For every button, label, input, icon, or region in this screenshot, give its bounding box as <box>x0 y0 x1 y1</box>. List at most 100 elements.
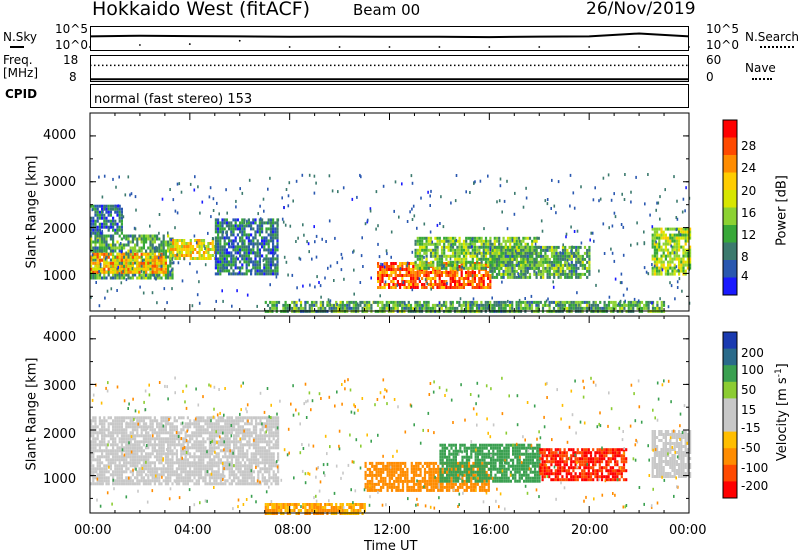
power-cell <box>511 245 514 249</box>
power-cell <box>394 274 397 277</box>
power-cell <box>254 218 257 222</box>
power-cell <box>346 303 349 307</box>
velocity-cell <box>158 467 161 471</box>
velocity-cell <box>202 437 205 441</box>
velocity-cell <box>213 440 216 444</box>
power-cell <box>149 276 152 280</box>
nsky-tick-top: 10^5 <box>55 22 88 36</box>
power-cell <box>211 245 214 248</box>
power-scatter-cell <box>225 188 227 192</box>
power-scatter-cell <box>285 260 288 264</box>
power-cell <box>272 251 275 255</box>
power-cell <box>416 277 419 280</box>
power-cell <box>471 260 474 264</box>
power-cell <box>586 251 589 255</box>
power-scatter-cell <box>568 262 570 266</box>
power-cell <box>269 257 272 261</box>
velocity-cell <box>162 467 165 471</box>
power-cell <box>151 246 154 250</box>
velocity-cell <box>197 464 200 468</box>
power-cell <box>167 270 170 274</box>
power-cell <box>662 303 666 307</box>
power-cell <box>535 257 538 261</box>
velocity-cell <box>175 476 178 480</box>
power-scatter-cell <box>281 217 284 221</box>
velocity-cell <box>164 482 167 486</box>
power-scatter-cell <box>423 222 426 226</box>
power-cell <box>272 221 275 225</box>
velocity-cell <box>116 470 119 474</box>
power-cell <box>680 227 683 231</box>
velocity-cell <box>118 440 121 444</box>
power-scatter-cell <box>611 224 614 228</box>
velocity-cell <box>140 416 143 420</box>
power-scatter-cell <box>277 218 280 222</box>
power-cell <box>174 248 177 251</box>
velocity-cell <box>153 461 156 465</box>
power-cell <box>460 271 463 274</box>
power-cell <box>522 263 525 267</box>
power-cell <box>577 306 580 310</box>
power-cell <box>673 239 676 243</box>
power-cell <box>526 254 529 258</box>
power-cell <box>429 280 432 283</box>
power-cell <box>434 303 437 307</box>
power-cell <box>456 257 459 261</box>
power-cell <box>533 300 536 304</box>
power-cell <box>269 272 272 276</box>
power-cell <box>250 224 253 228</box>
power-scatter-cell <box>440 195 442 199</box>
velocity-cell <box>98 467 101 471</box>
power-cell <box>456 239 459 243</box>
power-cell <box>471 254 474 258</box>
power-cell <box>544 266 547 270</box>
power-cell <box>462 280 465 283</box>
velocity-cell <box>167 473 170 477</box>
power-cell <box>254 263 257 267</box>
power-cell <box>502 263 505 267</box>
power-cell <box>431 306 435 310</box>
power-cell <box>217 242 220 246</box>
power-cell <box>252 239 255 243</box>
velocity-cell <box>149 479 152 483</box>
power-cell <box>473 286 476 289</box>
power-cell <box>550 248 554 252</box>
power-cell <box>232 257 235 261</box>
power-cell <box>90 255 93 259</box>
velocity-cell <box>160 467 163 471</box>
power-cell <box>403 283 406 286</box>
power-cell <box>504 248 507 252</box>
velocity-cell <box>178 443 181 447</box>
power-cell <box>136 243 139 247</box>
power-cell <box>586 266 589 270</box>
power-cell <box>409 303 413 307</box>
power-cell <box>377 262 380 265</box>
velocity-cell <box>112 440 115 444</box>
velocity-cell <box>158 434 161 438</box>
velocity-cell <box>160 461 163 465</box>
velocity-cell <box>191 431 194 435</box>
power-cell <box>158 249 161 253</box>
power-cbar-tick-16: 16 <box>741 206 757 220</box>
power-cell <box>131 261 134 265</box>
power-cell <box>495 248 499 252</box>
power-cell <box>96 273 99 277</box>
power-cell <box>482 254 485 258</box>
power-cell <box>491 245 494 249</box>
power-cell <box>261 230 264 234</box>
power-cell <box>548 257 551 261</box>
velocity-cell <box>186 452 189 456</box>
power-cell <box>575 263 578 267</box>
velocity-cell <box>107 449 110 453</box>
power-cell <box>664 236 667 240</box>
power-cell <box>109 213 112 217</box>
velocity-cell <box>153 464 156 468</box>
velocity-cell <box>206 419 209 423</box>
velocity-cell <box>156 425 159 429</box>
velocity-cell <box>178 461 181 465</box>
power-cell <box>149 264 152 268</box>
power-cell <box>147 273 150 277</box>
power-cell <box>680 236 683 240</box>
power-cell <box>504 269 507 273</box>
